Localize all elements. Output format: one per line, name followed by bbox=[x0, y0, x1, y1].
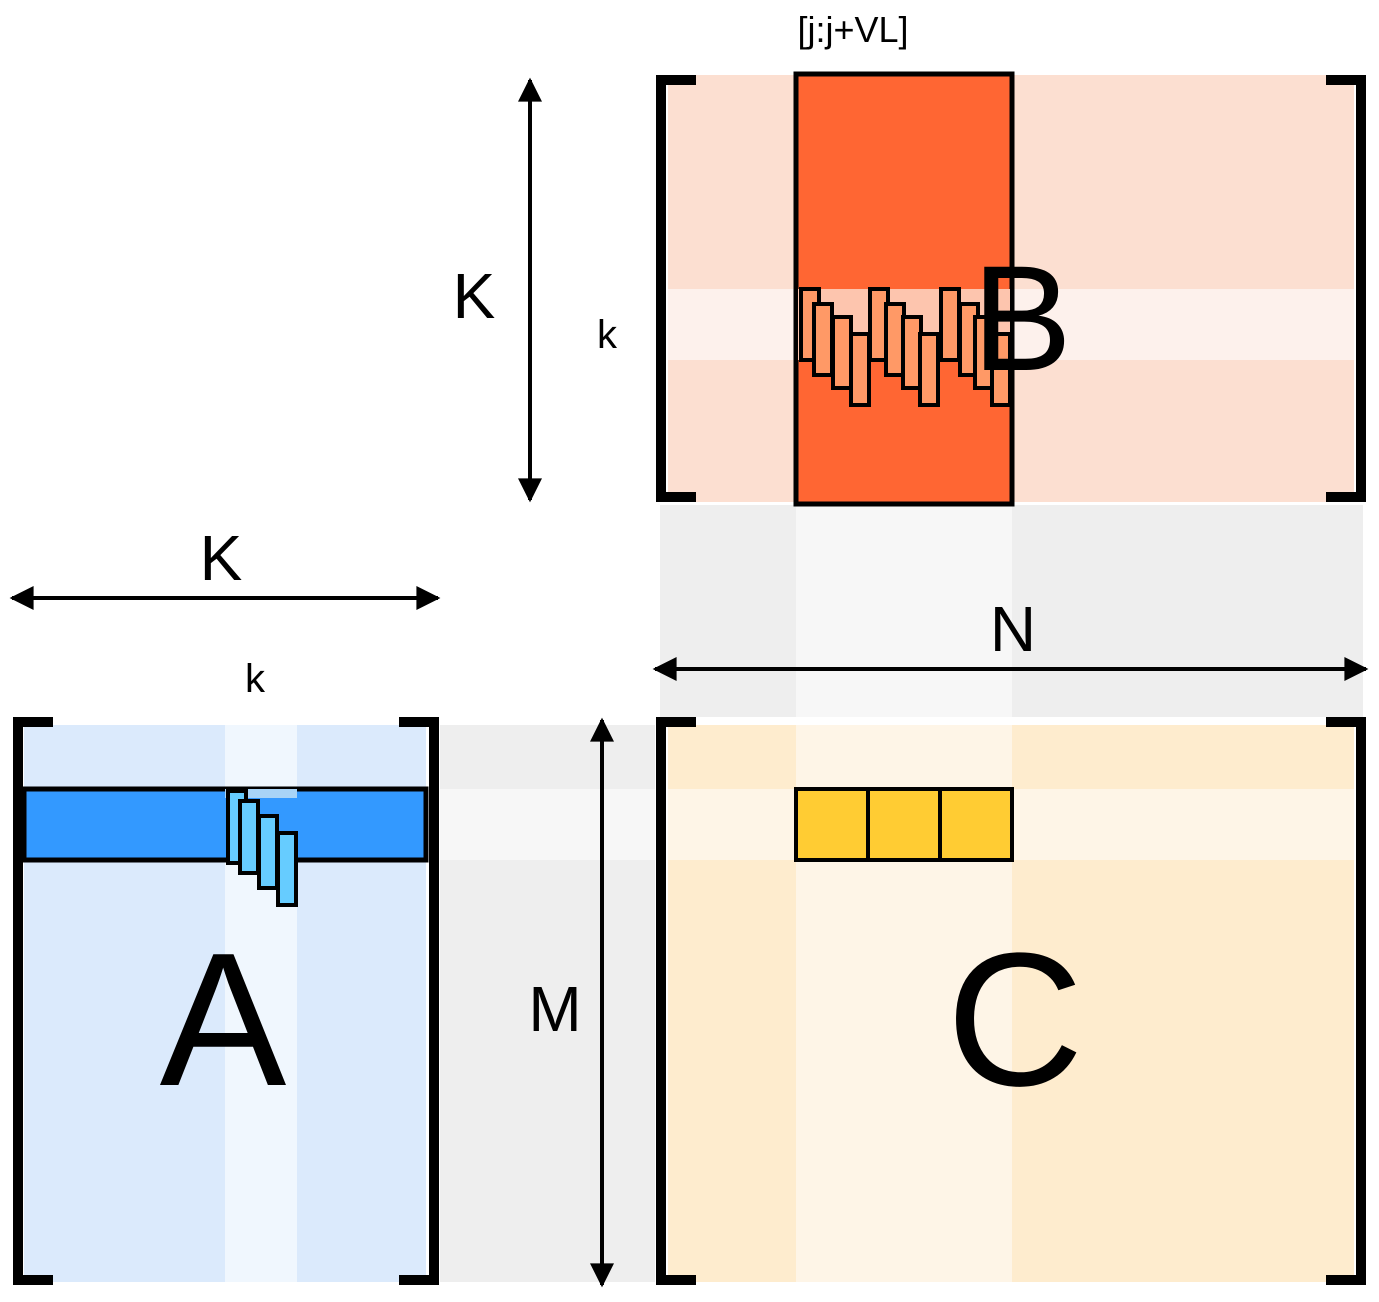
matrix-c: C bbox=[668, 725, 1354, 1282]
matrix-c-left-bracket bbox=[656, 717, 696, 1285]
matrix-a: A bbox=[21, 725, 429, 1282]
b-row-index-label: k bbox=[597, 313, 618, 357]
a-column-index-label: k bbox=[245, 657, 266, 701]
matrix-b-element bbox=[939, 287, 961, 362]
matrix-c-output-tile bbox=[794, 787, 870, 862]
matrix-b-element bbox=[831, 315, 853, 390]
matrix-a-element-stack bbox=[226, 789, 298, 907]
matrix-a-element bbox=[276, 831, 298, 907]
gap-region-vertical bbox=[660, 505, 1363, 717]
matrix-b-element-stack bbox=[799, 287, 1012, 407]
b-width-label: N bbox=[990, 593, 1036, 665]
a-height-label: M bbox=[528, 973, 581, 1045]
a-width-label: K bbox=[200, 522, 243, 594]
matrix-a-right-bracket bbox=[399, 717, 439, 1285]
matrix-c-label: C bbox=[946, 914, 1083, 1126]
gap-region-horizontal bbox=[440, 725, 655, 1282]
matrix-a-label: A bbox=[160, 914, 287, 1126]
matrix-b-element bbox=[990, 332, 1012, 407]
matrix-a-element bbox=[257, 814, 279, 890]
matrix-a-element bbox=[238, 799, 260, 875]
matrix-a-row bbox=[21, 786, 429, 863]
matrix-b: B bbox=[668, 71, 1354, 507]
matrix-b-element bbox=[918, 332, 940, 407]
matrix-c-output-tile bbox=[866, 787, 942, 862]
matrix-c-output-tile bbox=[938, 787, 1014, 862]
matrix-a-row-column-overlap bbox=[225, 789, 297, 798]
matrix-c-output-tiles bbox=[794, 787, 1014, 862]
b-height-label: K bbox=[453, 260, 496, 332]
b-column-slice-label: [j:j+VL] bbox=[797, 9, 908, 50]
matrix-brackets bbox=[13, 75, 1366, 1285]
matrix-b-label: B bbox=[972, 234, 1072, 402]
matrix-b-element bbox=[812, 302, 834, 377]
matrix-b-left-bracket bbox=[656, 75, 696, 502]
matrix-a-left-bracket bbox=[13, 717, 53, 1285]
matrix-c-right-bracket bbox=[1326, 717, 1366, 1285]
matrix-b-right-bracket bbox=[1326, 75, 1366, 502]
matrix-b-element bbox=[849, 332, 871, 407]
